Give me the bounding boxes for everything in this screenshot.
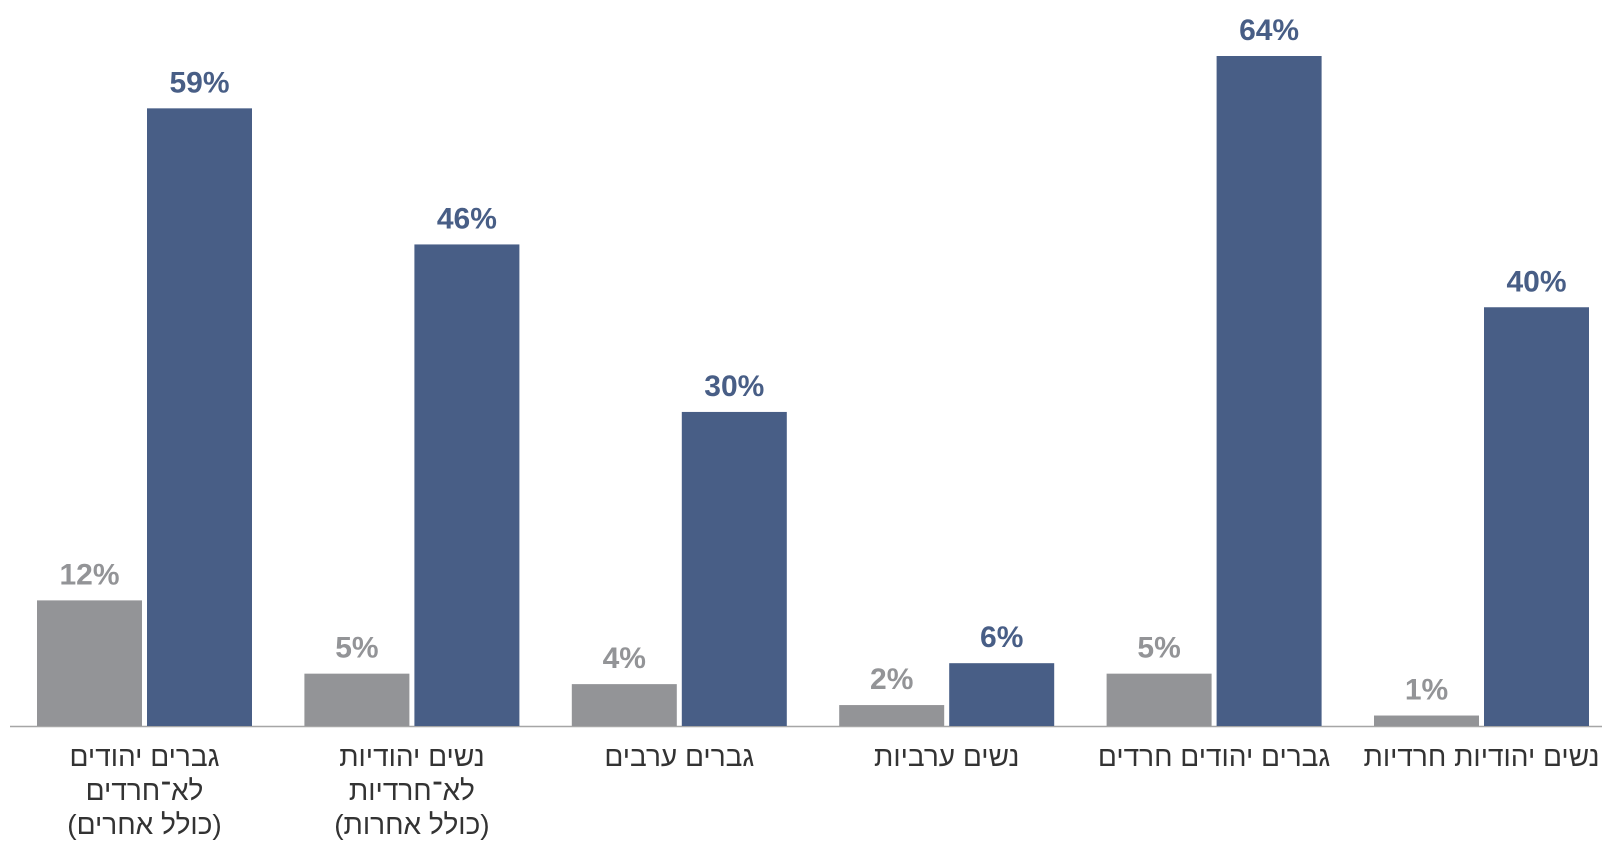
category-label-2: נשים יהודיות לא־חרדיות (כולל אחרות): [334, 741, 489, 840]
bar-series1-cat2: [304, 673, 410, 726]
bar-series2-cat2: [414, 244, 520, 726]
category-label-line: גברים יהודים: [70, 741, 220, 772]
category-label-line: נשים יהודיות: [339, 741, 484, 772]
data-label-series1-cat2: 5%: [335, 632, 378, 665]
category-label-line: לא־חרדים: [86, 775, 204, 806]
data-label-series2-cat6: 40%: [1506, 265, 1566, 298]
bar-series1-cat4: [839, 705, 945, 726]
category-label-4: נשים ערביות: [874, 741, 1019, 772]
data-label-series2-cat1: 59%: [169, 66, 229, 99]
bar-series1-cat1: [37, 600, 142, 726]
data-label-series2-cat2: 46%: [437, 202, 497, 235]
category-label-line: (כולל אחרות): [334, 809, 489, 840]
data-label-series1-cat6: 1%: [1405, 674, 1448, 707]
category-label-6: נשים יהודיות חרדיות: [1364, 741, 1600, 772]
data-label-series2-cat3: 30%: [704, 370, 764, 403]
bar-series2-cat4: [949, 663, 1055, 726]
category-label-5: גברים יהודים חרדים: [1098, 741, 1331, 772]
bar-series2-cat6: [1484, 307, 1589, 726]
bar-series1-cat6: [1374, 715, 1479, 726]
data-label-series1-cat5: 5%: [1137, 632, 1180, 665]
category-label-line: גברים יהודים חרדים: [1098, 741, 1331, 772]
bar-series2-cat3: [681, 411, 787, 726]
data-label-series2-cat5: 64%: [1239, 14, 1299, 47]
category-label-3: גברים ערבים: [604, 741, 754, 772]
bar-series2-cat5: [1216, 56, 1322, 726]
category-label-line: נשים יהודיות חרדיות: [1364, 741, 1600, 772]
category-label-line: נשים ערביות: [874, 741, 1019, 772]
category-label-1: גברים יהודים לא־חרדים (כולל אחרים): [67, 741, 221, 840]
data-label-series2-cat4: 6%: [980, 621, 1023, 654]
category-label-line: (כולל אחרים): [67, 809, 221, 840]
data-label-series1-cat4: 2%: [870, 663, 913, 696]
data-label-series1-cat1: 12%: [59, 558, 119, 591]
bar-series2-cat1: [147, 108, 252, 726]
category-label-line: לא־חרדיות: [349, 775, 475, 806]
data-label-series1-cat3: 4%: [603, 642, 646, 675]
bar-series1-cat3: [571, 684, 677, 726]
bar-series1-cat5: [1106, 673, 1212, 726]
category-label-line: גברים ערבים: [604, 741, 754, 772]
